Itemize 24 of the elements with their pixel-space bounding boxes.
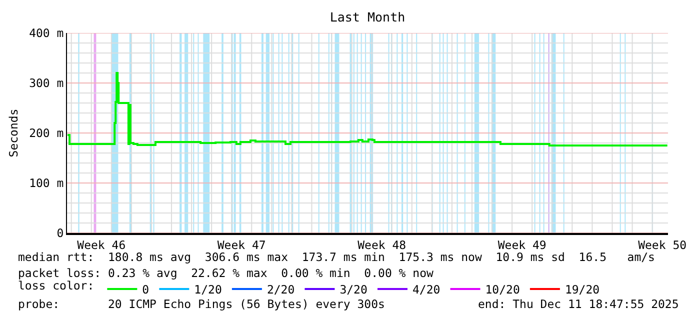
legend-label: 4/20 [412, 282, 440, 296]
y-tick-label: 0 [56, 226, 64, 240]
x-tick-label: Week 46 [77, 238, 126, 252]
x-tick-label: Week 49 [498, 238, 546, 252]
legend-label: 1/20 [194, 282, 222, 296]
y-tick-label: 400 m [29, 26, 64, 40]
text: packet loss: 0.23 % avg 22.62 % max 0.00 % min 0.00 % now [18, 266, 434, 280]
y-tick-label: 100 m [29, 176, 64, 190]
y-axis-title: Seconds [6, 108, 21, 158]
legend-title: loss color: [18, 278, 94, 292]
legend-label: 19/20 [564, 282, 600, 296]
x-tick-label: Week 47 [217, 238, 266, 252]
legend-label: 10/20 [485, 282, 520, 296]
legend-label: 3/20 [340, 282, 368, 296]
y-tick-label: 200 m [29, 126, 64, 140]
text: median rtt: 180.8 ms avg 306.6 ms max 173.7 ms min 175.3 ms now 10.9 ms sd 16.5 am/s [18, 250, 655, 264]
text: probe: 20 ICMP Echo Pings (56 Bytes) every 300s [18, 297, 385, 311]
chart-title: Last Month [330, 9, 406, 24]
x-tick-label: Week 50 [638, 238, 687, 252]
legend-label: 0 [142, 282, 150, 296]
legend-label: 2/20 [266, 282, 295, 296]
y-tick-label: 300 m [29, 76, 64, 90]
x-tick-label: Week 48 [358, 238, 406, 252]
text: end: Thu Dec 11 18:47:55 2025 [478, 297, 679, 311]
